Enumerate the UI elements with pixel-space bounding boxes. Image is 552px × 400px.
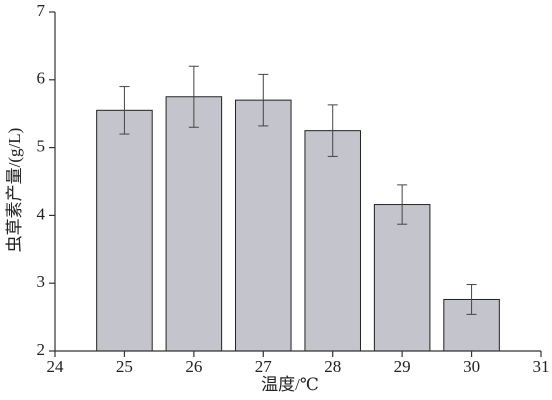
x-tick-label: 24 <box>47 357 65 376</box>
y-tick-label: 6 <box>37 69 46 88</box>
error-bar <box>397 184 408 225</box>
bar <box>165 96 223 352</box>
y-tick-label: 7 <box>37 1 46 20</box>
y-tick-label: 3 <box>37 272 46 291</box>
x-tick-label: 30 <box>463 357 480 376</box>
x-tick-label: 29 <box>394 357 411 376</box>
x-axis-label: 温度/℃ <box>261 375 319 394</box>
error-bar <box>119 86 130 135</box>
x-tick-label: 27 <box>255 357 273 376</box>
bar <box>96 109 153 352</box>
y-axis-label: 虫草素产量/(g/L) <box>5 128 24 253</box>
y-tick-label: 5 <box>37 137 46 156</box>
bar <box>235 99 292 352</box>
bar <box>373 204 431 352</box>
error-bar <box>327 104 338 157</box>
y-tick-label: 2 <box>37 340 46 359</box>
x-tick-label: 25 <box>116 357 133 376</box>
x-tick-label: 26 <box>185 357 202 376</box>
error-bar <box>258 73 269 127</box>
bar <box>304 130 361 352</box>
x-tick-label: 31 <box>533 357 550 376</box>
error-bar <box>188 65 199 128</box>
x-tick-label: 28 <box>324 357 341 376</box>
error-bar <box>466 284 477 315</box>
y-tick-label: 4 <box>37 204 46 223</box>
